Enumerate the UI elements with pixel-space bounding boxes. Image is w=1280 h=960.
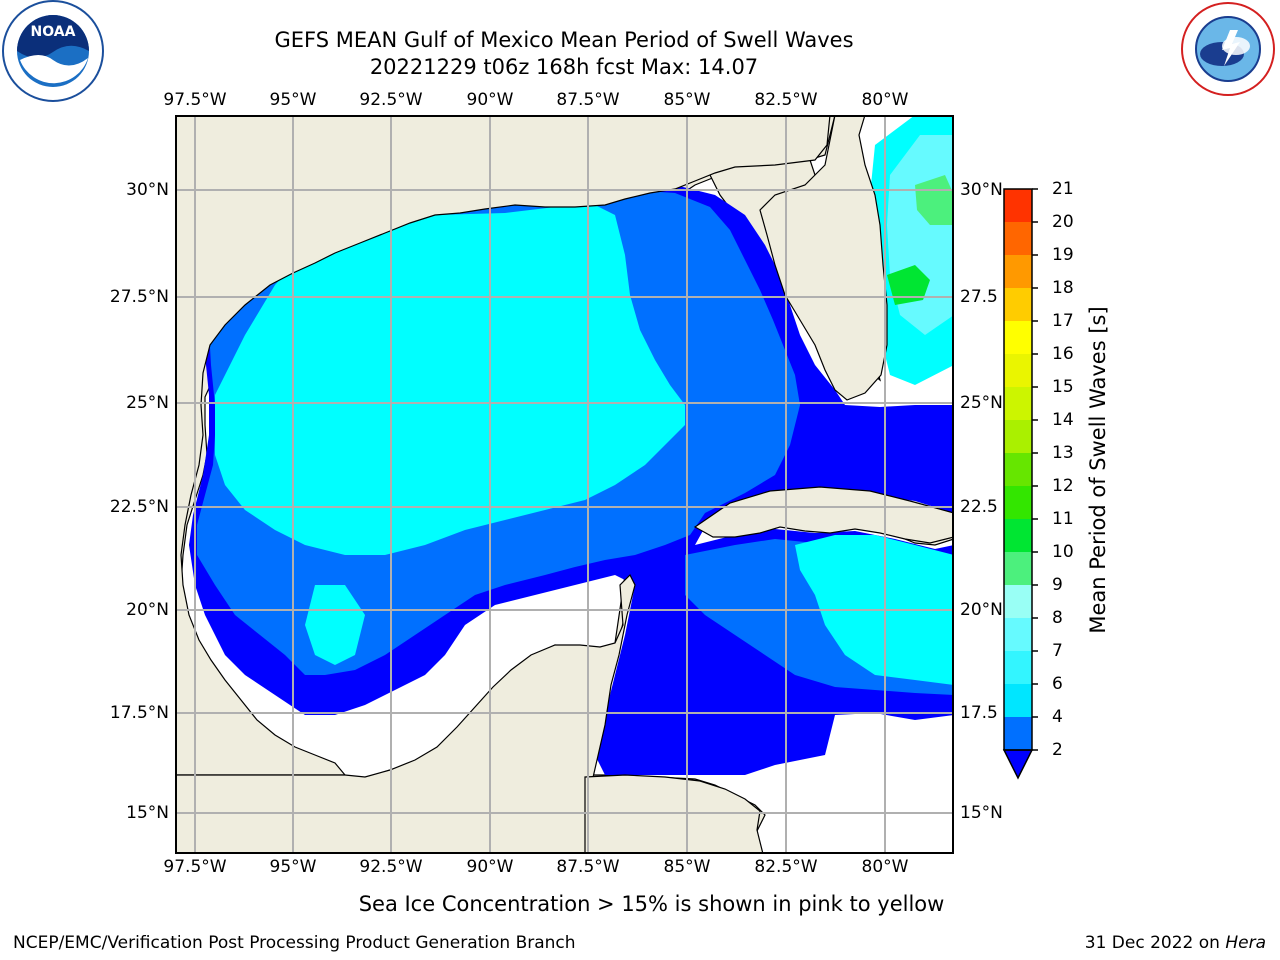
lon-tick-bottom: 80°W <box>861 857 909 877</box>
lon-tick-top: 95°W <box>269 90 317 110</box>
lon-tick-bottom: 92.5°W <box>359 857 423 877</box>
gulf-of-mexico-map <box>175 115 954 854</box>
colorbar-frame <box>1003 188 1033 751</box>
colorbar-tick: 17 <box>1052 311 1074 331</box>
footer-branch: NCEP/EMC/Verification Post Processing Pr… <box>13 933 576 953</box>
colorbar-tick: 12 <box>1052 476 1074 496</box>
colorbar-tick: 9 <box>1052 575 1063 595</box>
colorbar-tick: 8 <box>1052 608 1063 628</box>
lat-tick-left: 30°N <box>126 180 169 200</box>
lon-tick-bottom: 85°W <box>663 857 711 877</box>
lat-tick-right: 20°N <box>960 600 1003 620</box>
colorbar-tick: 2 <box>1052 740 1063 760</box>
colorbar-segment <box>1004 222 1032 255</box>
colorbar-segment <box>1004 420 1032 453</box>
lat-tick-left: 22.5°N <box>109 497 169 517</box>
lon-tick-top: 87.5°W <box>556 90 620 110</box>
colorbar <box>1002 188 1038 780</box>
colorbar-segment <box>1004 387 1032 420</box>
colorbar-tick: 20 <box>1052 212 1074 232</box>
gridlines <box>175 115 954 854</box>
colorbar-segment <box>1004 552 1032 585</box>
colorbar-segment <box>1004 354 1032 387</box>
colorbar-tick: 18 <box>1052 278 1074 298</box>
coast-cuba <box>693 486 954 544</box>
chart-title: GEFS MEAN Gulf of Mexico Mean Period of … <box>274 28 854 52</box>
colorbar-segment <box>1004 486 1032 519</box>
lat-tick-right: 15°N <box>960 803 1003 823</box>
colorbar-tick: 15 <box>1052 377 1074 397</box>
colorbar-segment <box>1004 321 1032 354</box>
lon-tick-top: 90°W <box>466 90 514 110</box>
colorbar-tick: 10 <box>1052 542 1074 562</box>
colorbar-tick: 4 <box>1052 707 1063 727</box>
colorbar-segment <box>1004 519 1032 552</box>
colorbar-segment <box>1004 453 1032 486</box>
swell-10-11s <box>887 265 930 305</box>
lat-tick-left: 27.5°N <box>109 287 169 307</box>
footer-date: 31 Dec 2022 on Hera <box>1084 933 1266 953</box>
coastlines <box>175 115 954 854</box>
colorbar-tick: 11 <box>1052 509 1074 529</box>
lon-tick-bottom: 97.5°W <box>163 857 227 877</box>
nws-logo-icon <box>1181 2 1275 96</box>
colorbar-tick: 16 <box>1052 344 1074 364</box>
colorbar-segment <box>1004 255 1032 288</box>
lat-tick-left: 15°N <box>126 803 169 823</box>
colorbar-segment <box>1004 189 1032 222</box>
swell-9-10s <box>915 175 954 225</box>
colorbar-segment <box>1004 717 1032 750</box>
lat-tick-right: 22.5 <box>960 497 998 517</box>
coast-florida <box>759 115 954 401</box>
lat-tick-left: 25°N <box>126 393 169 413</box>
sea-ice-note: Sea Ice Concentration > 15% is shown in … <box>358 892 945 916</box>
lon-tick-top: 85°W <box>663 90 711 110</box>
colorbar-segment <box>1004 618 1032 651</box>
lat-tick-left: 20°N <box>126 600 169 620</box>
colorbar-tick: 21 <box>1052 179 1074 199</box>
colorbar-segment <box>1004 684 1032 717</box>
map-frame <box>175 115 954 854</box>
lon-tick-top: 92.5°W <box>359 90 423 110</box>
lon-tick-top: 97.5°W <box>163 90 227 110</box>
lat-tick-right: 30°N <box>960 180 1003 200</box>
colorbar-tick: 13 <box>1052 443 1074 463</box>
lon-tick-bottom: 87.5°W <box>556 857 620 877</box>
footer-machine: Hera <box>1225 933 1266 953</box>
lat-tick-left: 17.5°N <box>109 703 169 723</box>
lat-tick-right: 17.5 <box>960 703 998 723</box>
colorbar-tick: 14 <box>1052 410 1074 430</box>
lon-tick-bottom: 82.5°W <box>754 857 818 877</box>
lat-tick-right: 25°N <box>960 393 1003 413</box>
chart-subtitle: 20221229 t06z 168h fcst Max: 14.07 <box>369 55 759 79</box>
colorbar-segment <box>1004 288 1032 321</box>
colorbar-label: Mean Period of Swell Waves [s] <box>1086 306 1110 634</box>
lon-tick-bottom: 95°W <box>269 857 317 877</box>
lat-tick-right: 27.5 <box>960 287 998 307</box>
colorbar-tick: 6 <box>1052 674 1063 694</box>
swell-4-6s-southwest <box>305 585 365 665</box>
lon-tick-top: 82.5°W <box>754 90 818 110</box>
noaa-logo-icon: NOAA <box>2 0 104 102</box>
swell-4-6s <box>215 205 685 555</box>
lon-tick-bottom: 90°W <box>466 857 514 877</box>
coast-central-america <box>584 774 764 854</box>
colorbar-segment <box>1004 585 1032 618</box>
noaa-logo-text: NOAA <box>31 24 76 40</box>
colorbar-segment <box>1004 651 1032 684</box>
colorbar-tick: 7 <box>1052 641 1063 661</box>
colorbar-tick: 19 <box>1052 245 1074 265</box>
lon-tick-top: 80°W <box>861 90 909 110</box>
colorbar-under-triangle <box>1002 749 1034 780</box>
